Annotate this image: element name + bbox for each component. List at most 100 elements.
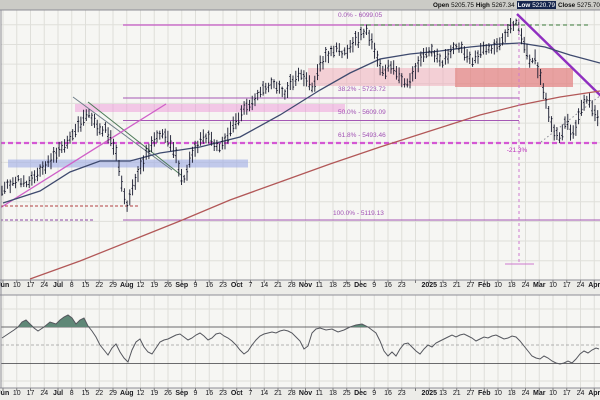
axis-label: Jul: [52, 282, 64, 289]
axis-label: 22: [95, 390, 104, 397]
axis-label: 16: [384, 390, 392, 397]
axis-label: Sep: [175, 390, 189, 397]
axis-label: 10: [494, 390, 502, 397]
low-value: 5220.79: [532, 1, 555, 9]
axis-label: 13: [439, 390, 447, 397]
oscillator-line: [1, 314, 600, 365]
low-highlight: Low 5220.79: [516, 1, 556, 9]
axis-label: 22: [95, 282, 104, 289]
axis-label: 21: [274, 390, 282, 397]
drawdown-percent-label: -21.3%: [506, 147, 528, 154]
axis-label: 24: [576, 282, 585, 289]
axis-label: 26: [164, 282, 172, 289]
ascending-magenta-trendline[interactable]: [0, 103, 167, 209]
axis-label: 7: [248, 390, 253, 397]
descending-gray-trendline[interactable]: [72, 96, 173, 171]
fib-label-61-8: 61.8% - 5493.46: [338, 132, 386, 139]
axis-label: 29: [109, 282, 117, 289]
ohlc-legend-bar: [0, 0, 600, 10]
axis-label: 21: [452, 282, 461, 289]
axis-label: Apr: [588, 282, 600, 289]
axis-label: 19: [150, 282, 159, 289]
axis-label: 29: [109, 390, 117, 397]
axis-label: 9: [193, 390, 198, 397]
oscillator-overbought-fill: [2, 315, 599, 327]
axis-label: Mar: [533, 390, 546, 397]
axis-label: Oct: [230, 390, 243, 397]
axis-label: 9: [372, 390, 377, 397]
axis-label: 18: [329, 282, 337, 289]
axis-label: 27: [466, 282, 475, 289]
axis-label: 24: [521, 390, 530, 397]
close-label: Close: [557, 1, 576, 9]
axis-label: Jul: [52, 390, 64, 397]
axis-label: 10: [549, 282, 557, 289]
axis-label: 16: [384, 282, 392, 289]
axis-label: 10: [494, 282, 502, 289]
axis-label: 2025: [421, 282, 438, 289]
zone-red[interactable]: [455, 68, 573, 87]
axis-label: 19: [150, 390, 159, 397]
peak-downtrend-purple[interactable]: [516, 13, 600, 97]
axis-label: 28: [287, 390, 296, 397]
axis-label: Feb: [478, 390, 491, 397]
ma200-line: [29, 90, 600, 280]
axis-label: 17: [562, 282, 571, 289]
axis-label: 23: [219, 282, 227, 289]
axis-label: 15: [81, 282, 90, 289]
close-value: 5275.70: [577, 1, 600, 9]
axis-label: 17: [562, 390, 571, 397]
axis-label: 25: [342, 390, 351, 397]
axis-label: 7: [248, 282, 253, 289]
axis-label: Nov: [298, 282, 313, 289]
march-dotted-trendline[interactable]: [540, 95, 600, 143]
axis-label: Dec: [354, 282, 367, 289]
axis-label: 14: [260, 282, 269, 289]
axis-label: 24: [40, 282, 49, 289]
axis-label: 28: [287, 282, 296, 289]
zone-lavender[interactable]: [8, 159, 248, 168]
high-label: High: [475, 1, 490, 9]
axis-label: 13: [439, 282, 447, 289]
axis-label: 18: [329, 390, 337, 397]
axis-label: 24: [576, 390, 585, 397]
axis-label: 24: [521, 282, 530, 289]
axis-label: 10: [12, 282, 21, 289]
axis-label: 14: [260, 390, 269, 397]
zone-pink-left[interactable]: [75, 104, 345, 112]
axis-label: 11: [315, 390, 323, 397]
axis-label: 16: [205, 282, 214, 289]
axis-label: Apr: [588, 390, 600, 397]
axis-label: Aug: [119, 282, 134, 289]
fib-label-0: 0.0% - 6099.05: [338, 12, 383, 19]
axis-label: 16: [205, 390, 214, 397]
axis-label: 23: [397, 390, 406, 397]
high-value: 5267.34: [491, 1, 515, 9]
descending-green-trendline[interactable]: [87, 101, 182, 176]
axis-label: 26: [164, 390, 172, 397]
grid-lines: [1, 10, 600, 391]
ma50-line: [2, 42, 600, 204]
low-label: Low: [517, 1, 531, 9]
axis-label: Mar: [533, 282, 546, 289]
axis-label: 11: [315, 282, 323, 289]
axis-label: Feb: [478, 282, 491, 289]
axis-label: 21: [274, 282, 282, 289]
open-label: Open: [433, 1, 450, 9]
axis-label: 10: [12, 390, 21, 397]
axis-label: Nov: [298, 390, 313, 397]
axis-label: Dec: [354, 390, 367, 397]
axis-label: 12: [136, 282, 145, 289]
axis-label: 18: [507, 282, 516, 289]
axis-label: 21: [452, 390, 461, 397]
ohlc-legend: Open 5205.75 High 5267.34 Low 5220.79 Cl…: [433, 0, 600, 10]
axis-label: 9: [372, 282, 377, 289]
axis-label: 17: [26, 282, 35, 289]
zone-pink-right[interactable]: [308, 68, 455, 86]
price-bars: [1, 18, 599, 212]
axis-label: 18: [507, 390, 516, 397]
axis-label: 24: [40, 390, 49, 397]
axis-label: Oct: [230, 282, 243, 289]
